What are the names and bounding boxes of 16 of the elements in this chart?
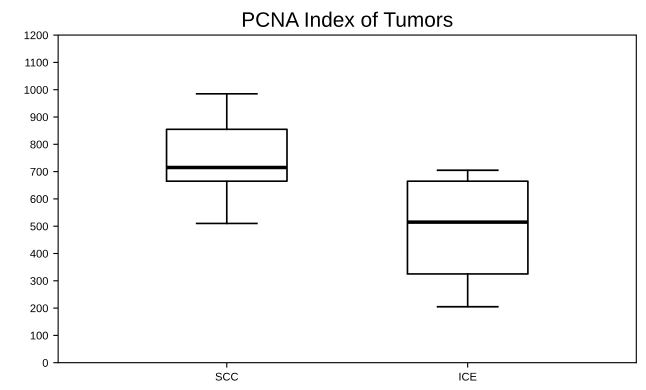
y-tick-label: 600 (30, 195, 48, 204)
y-tick-label: 1000 (24, 86, 48, 94)
y-tick-label: 1100 (25, 58, 48, 67)
y-tick-label: 0 (42, 358, 48, 367)
y-tick-label: 500 (30, 222, 48, 230)
y-tick-label: 300 (30, 277, 48, 285)
y-tick-label: 700 (30, 168, 48, 176)
chart-title: PCNA Index of Tumors (242, 12, 452, 27)
x-tick-label: ICE (459, 372, 476, 381)
y-tick-label: 1200 (24, 31, 48, 40)
x-tick-label: SCC (216, 372, 238, 381)
y-tick-label: 800 (30, 140, 48, 148)
y-tick-label: 900 (30, 113, 48, 122)
y-tick-label: 200 (30, 304, 48, 312)
y-tick-label: 100 (30, 332, 48, 340)
y-tick-label: 400 (30, 250, 48, 258)
